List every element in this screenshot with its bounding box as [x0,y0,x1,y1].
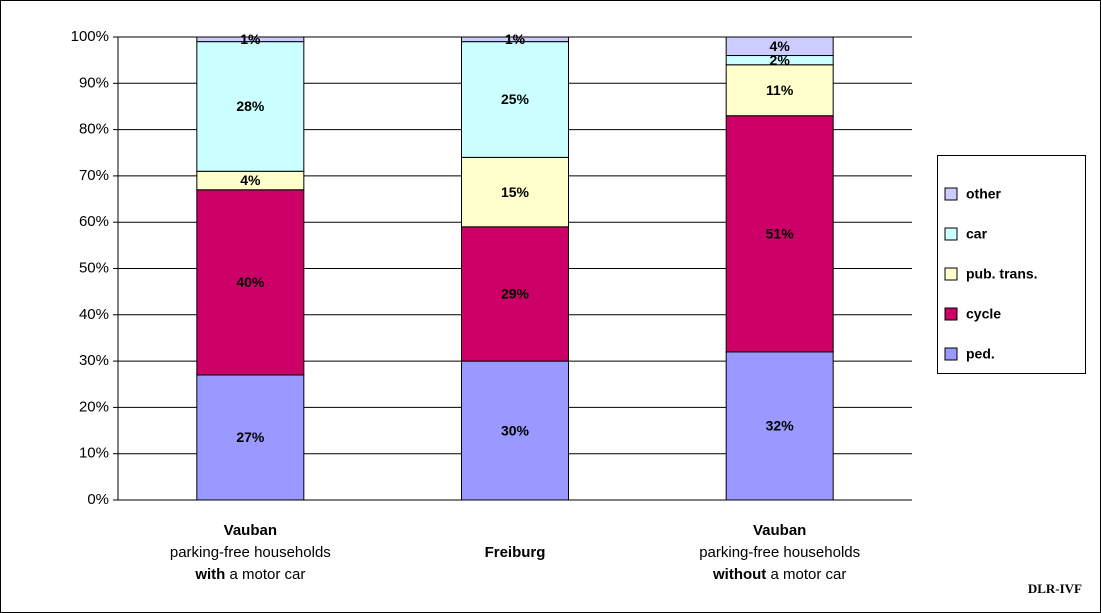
data-label: 15% [501,184,530,200]
legend-swatch [944,267,958,281]
y-tick-label: 90% [79,74,109,91]
bar-segment [196,36,305,43]
bar-segment [461,41,569,158]
x-tick-label-part: a motor car [225,566,305,583]
data-label: 4% [240,172,261,188]
data-label: 40% [236,274,265,290]
legend-label: other [966,186,1002,202]
y-tick-label: 10% [79,445,109,462]
x-tick-label: Vauban [224,522,277,539]
data-label: 28% [236,98,265,114]
y-tick-label: 80% [79,121,109,138]
x-tick-label-part: Vauban [753,522,806,539]
legend-label: ped. [966,346,995,362]
x-tick-label: Vauban [753,522,806,539]
x-tick-label: with a motor car [194,566,305,583]
bar-segment [461,156,569,228]
data-label: 32% [766,418,795,434]
x-tick-label: parking-free households [699,544,860,561]
x-tick-label-part: Freiburg [485,544,546,561]
data-label: 1% [505,31,526,47]
x-tick-label: parking-free households [170,544,331,561]
legend-label: cycle [966,306,1001,322]
legend-swatch [944,187,958,201]
y-tick-label: 100% [71,28,109,45]
legend-swatch [944,227,958,241]
y-tick-label: 30% [79,352,109,369]
y-tick-label: 50% [79,259,109,276]
legend-label: car [966,226,988,242]
bar-segment [725,351,834,501]
bar-segment [725,64,834,117]
data-label: 27% [236,429,265,445]
bar-segment [196,189,305,376]
annotation: DLR-IVF [1028,581,1082,596]
y-tick-label: 40% [79,306,109,323]
x-tick-label-part: a motor car [766,566,846,583]
x-tick-label: Freiburg [485,544,546,561]
y-tick-label: 20% [79,398,109,415]
x-tick-label-part: without [712,566,766,583]
data-label: 11% [766,82,794,98]
data-label: 30% [501,422,530,438]
legend-swatch [944,307,958,321]
x-tick-label-part: Vauban [224,522,277,539]
bar-segment [196,41,305,172]
bar-segment [461,360,569,501]
bar-segment [196,374,305,501]
data-label: 4% [770,38,791,54]
legend-label: pub. trans. [966,266,1038,282]
legend-swatch [944,347,958,361]
data-label: 51% [766,225,795,241]
data-label: 29% [501,286,530,302]
data-label: 25% [501,91,530,107]
y-tick-label: 70% [79,167,109,184]
x-tick-label-part: parking-free households [170,544,331,561]
y-tick-label: 0% [87,491,109,508]
x-tick-label-part: parking-free households [699,544,860,561]
x-tick-label: without a motor car [712,566,846,583]
y-tick-label: 60% [79,213,109,230]
bar-segment [461,36,569,43]
data-label: 1% [240,31,261,47]
bar-segment [461,226,569,362]
bar-segment [725,36,834,57]
x-tick-label-part: with [194,566,225,583]
legend-box [937,155,1086,374]
bar-segment [725,115,834,353]
